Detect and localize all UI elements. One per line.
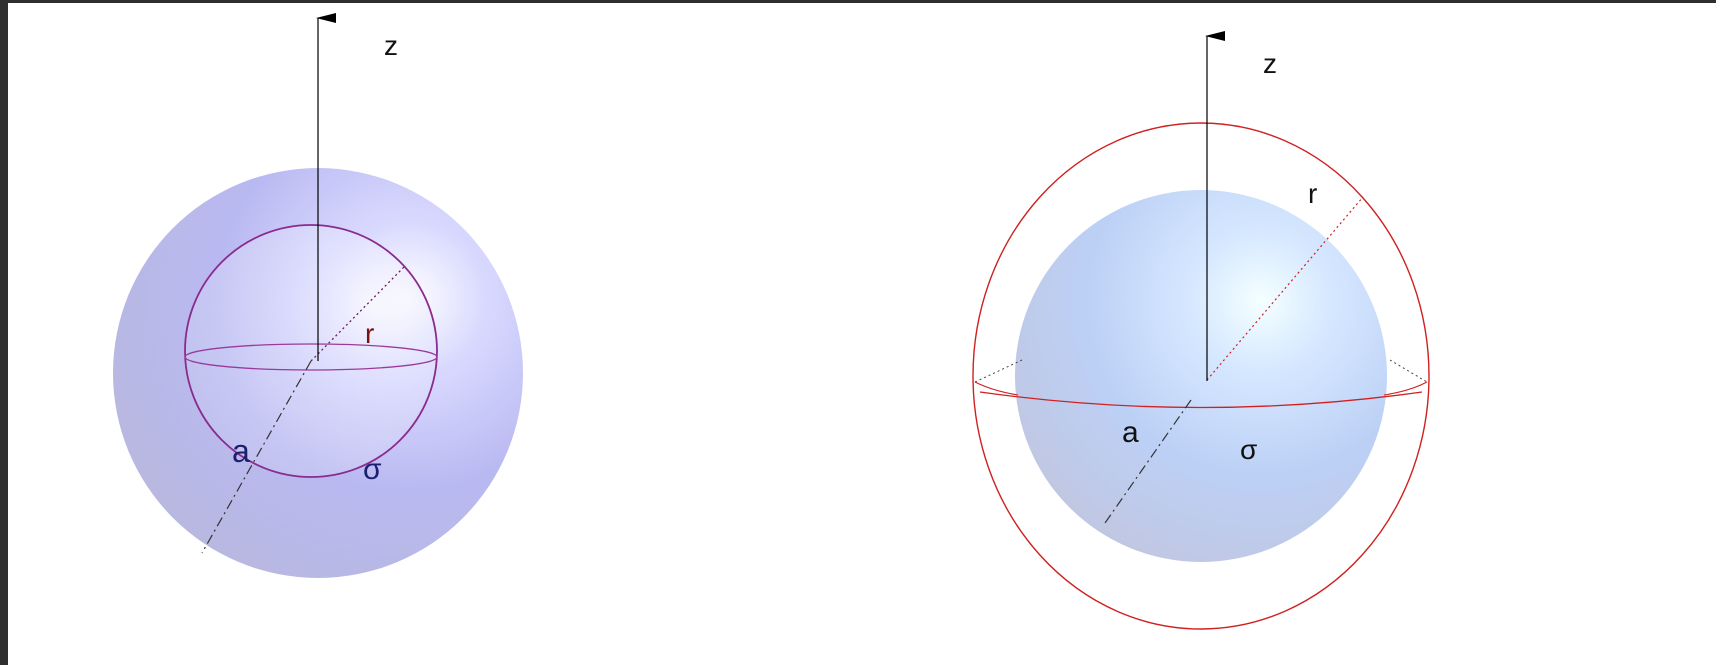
right-equator-right-cap bbox=[1383, 381, 1428, 396]
diagram-canvas: z r a σ z r a σ bbox=[8, 3, 1716, 665]
diagram-svg: z r a σ z r a σ bbox=[113, 13, 1430, 630]
right-equator-left-cap bbox=[974, 381, 1019, 396]
right-diameter-dashdot bbox=[1104, 399, 1192, 524]
right-figure: z r a σ bbox=[972, 31, 1430, 630]
left-diameter-dashdot bbox=[201, 360, 312, 554]
left-equator-ellipse bbox=[184, 343, 438, 371]
right-left-rim-dotted bbox=[974, 359, 1023, 383]
left-sigma-label: σ bbox=[363, 453, 382, 486]
right-radius-line bbox=[1206, 196, 1364, 381]
right-z-label: z bbox=[1263, 48, 1277, 79]
right-sigma-label: σ bbox=[1240, 434, 1257, 465]
right-outer-shell bbox=[972, 122, 1430, 630]
right-r-label: r bbox=[1308, 178, 1317, 209]
left-r-label: r bbox=[365, 318, 374, 349]
left-inner-shell bbox=[184, 224, 438, 478]
right-inner-sphere bbox=[1015, 190, 1387, 562]
left-figure: z r a σ bbox=[113, 13, 523, 578]
left-a-label: a bbox=[232, 433, 250, 469]
right-equator-curve bbox=[979, 391, 1423, 409]
left-z-label: z bbox=[384, 30, 398, 61]
right-a-label: a bbox=[1122, 416, 1139, 449]
right-right-rim-dotted bbox=[1389, 359, 1428, 383]
